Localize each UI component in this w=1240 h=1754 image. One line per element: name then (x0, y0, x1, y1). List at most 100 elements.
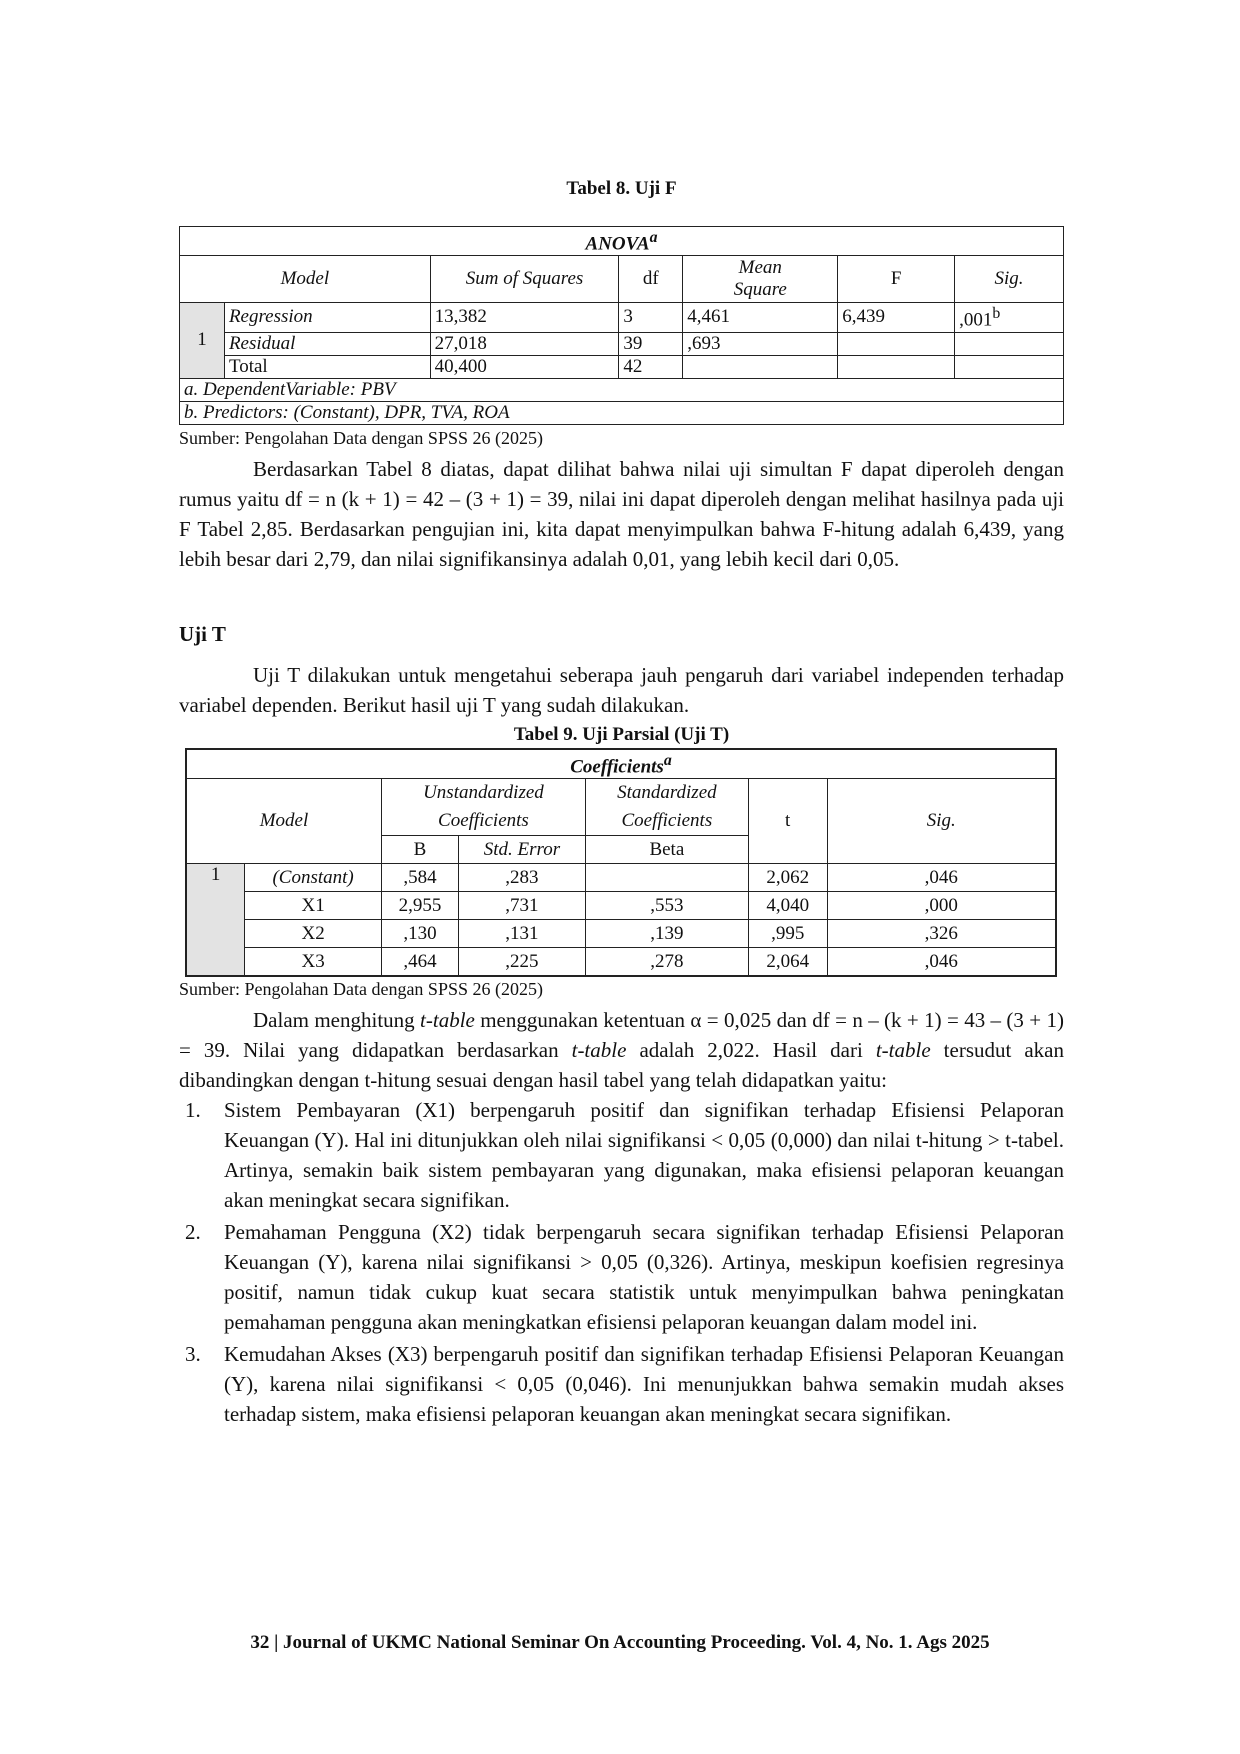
cell (682, 354, 839, 379)
title: ANOVA (585, 233, 650, 255)
header-cell: Standardized Coefficients (584, 778, 749, 837)
row: X1 2,955 ,731 ,553 4,040 ,000 (186, 891, 1057, 921)
source: Sumber: Pengolahan Data dengan SPSS 26 (… (179, 979, 543, 999)
header-cell: Model (179, 255, 431, 304)
coefficients-table: Coefficientsa Model Unstandardized Coeff… (185, 748, 1057, 977)
header-cell: Model (185, 778, 382, 865)
row: 1 Regression 13,382 3 4,461 6,439 ,001b (179, 302, 1064, 379)
cell: ,131 (457, 919, 586, 949)
cell (837, 331, 956, 356)
cell: ,130 (380, 919, 459, 949)
text-run: menggunakan ketentuan α = 0,025 dan df =… (179, 1008, 1064, 1062)
text-block: Uji T dilakukan untuk mengetahui seberap… (179, 660, 1064, 720)
cell: ,464 (380, 947, 459, 977)
text-run: t-table (420, 1008, 475, 1032)
list-marker: 2. (185, 1220, 201, 1244)
text-run: t-table (875, 1038, 931, 1062)
list-marker: 3. (185, 1342, 201, 1366)
element: Coefficientsa Model Unstandardized Coeff… (185, 748, 1057, 977)
row: X2 ,130 ,131 ,139 ,995 ,326 (186, 919, 1057, 949)
cell: ,225 (457, 947, 586, 977)
cell: ,283 (457, 863, 586, 893)
cell: ,693 (682, 331, 839, 356)
text-block: Uji T (179, 622, 1064, 647)
cell: ,326 (826, 919, 1057, 949)
paragraph: Uji T dilakukan untuk mengetahui seberap… (179, 663, 1064, 717)
cell: 4,461 (682, 302, 839, 333)
model-cell: 1 (179, 302, 225, 379)
cell: 3 (618, 302, 684, 333)
cell: ,139 (584, 919, 749, 949)
cell (584, 863, 749, 893)
header-cell: Beta (584, 835, 749, 865)
cell: 2,064 (747, 947, 828, 977)
cell: Residual (223, 331, 431, 356)
header-cell: Sum of Squares (429, 255, 620, 304)
row: Coefficientsa (185, 748, 1057, 780)
anova-table: ANOVAa Model Sum of Squares df Mean Squa… (179, 225, 1064, 425)
header-cell: Mean Square (682, 255, 839, 304)
cell: Regression (223, 302, 431, 333)
cell: 39 (618, 331, 684, 356)
paragraph: Dalam menghitung t-table menggunakan ket… (179, 1005, 1064, 1095)
cell: ,584 (380, 863, 459, 893)
model-cell: 1 (185, 863, 246, 977)
cell: 13,382 (429, 302, 620, 333)
list-item: 2. Pemahaman Pengguna (X2) tidak berpenga… (179, 1217, 1064, 1337)
note: a. DependentVariable: PBV (179, 377, 1064, 402)
cell: ,001b (954, 302, 1064, 333)
text-block: Dalam menghitung t-table menggunakan ket… (179, 1005, 1064, 1431)
cell: ,046 (826, 947, 1057, 977)
table-caption: Tabel 9. Uji Parsial (Uji T) (513, 724, 730, 745)
row: Residual 27,018 39 ,693 (180, 331, 1064, 356)
text-run: Dalam menghitung (253, 1008, 421, 1032)
table-caption: Tabel 8. Uji F (566, 178, 677, 199)
superscript: a (649, 229, 658, 246)
header-cell: Unstandardized Coefficients (380, 778, 586, 837)
header-cell: Std. Error (457, 835, 586, 865)
text-run: t-table (571, 1038, 627, 1062)
header-cell: df (618, 255, 684, 304)
list-text: Pemahaman Pengguna (X2) tidak berpengaru… (224, 1220, 1064, 1334)
row: a. DependentVariable: PBV (179, 377, 1064, 402)
list-item: 1. Sistem Pembayaran (X1) berpengaruh pos… (179, 1095, 1064, 1215)
row: 1 (Constant) ,584 ,283 2,062 ,046 (185, 863, 1057, 977)
row: ANOVAa (179, 225, 1064, 257)
cell: X2 (244, 919, 382, 949)
paragraph: Berdasarkan Tabel 8 diatas, dapat diliha… (179, 457, 1064, 571)
table-title: Coefficientsa (185, 748, 1057, 780)
row: X3 ,464 ,225 ,278 2,064 ,046 (186, 947, 1057, 977)
header-cell: Sig. (954, 255, 1064, 304)
header-cell: B (380, 835, 459, 865)
cell: 4,040 (747, 891, 828, 921)
text-run: adalah 2,022. Hasil dari (626, 1038, 876, 1062)
header-cell: t (747, 778, 828, 865)
list-text: Kemudahan Akses (X3) berpengaruh positif… (224, 1342, 1064, 1426)
cell: 2,062 (747, 863, 828, 893)
cell: ,553 (584, 891, 749, 921)
list-item: 3. Kemudahan Akses (X3) berpengaruh posit… (179, 1339, 1064, 1429)
header-cell: Sig. (826, 778, 1057, 865)
note: b. Predictors: (Constant), DPR, TVA, ROA (179, 400, 1064, 425)
heading: Uji T (179, 622, 226, 646)
cell (837, 354, 956, 379)
footer: 32 | Journal of UKMC National Seminar On… (250, 1632, 990, 1653)
header-cell: F (837, 255, 956, 304)
list: 1. Sistem Pembayaran (X1) berpengaruh pos… (179, 1095, 1064, 1429)
source: Sumber: Pengolahan Data dengan SPSS 26 (… (179, 428, 543, 448)
row: Total 40,400 42 (180, 354, 1064, 379)
cell: ,731 (457, 891, 586, 921)
table-title: ANOVAa (179, 225, 1064, 257)
row: Model Sum of Squares df Mean Square F Si… (179, 255, 1064, 304)
title: Coefficients (570, 756, 664, 778)
cell: (Constant) (244, 863, 382, 893)
value: ,001 (959, 309, 993, 331)
cell (954, 354, 1064, 379)
cell: ,278 (584, 947, 749, 977)
row: b. Predictors: (Constant), DPR, TVA, ROA (179, 400, 1064, 425)
cell (954, 331, 1064, 356)
cell: 42 (618, 354, 684, 379)
cell: 2,955 (380, 891, 459, 921)
list-marker: 1. (185, 1098, 201, 1122)
